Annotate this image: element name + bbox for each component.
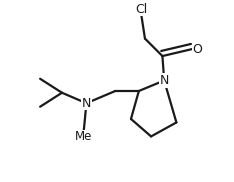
Text: Cl: Cl [135,3,148,16]
Text: O: O [192,43,202,56]
Text: N: N [82,97,91,110]
Text: Me: Me [75,130,92,143]
Text: N: N [160,74,169,87]
